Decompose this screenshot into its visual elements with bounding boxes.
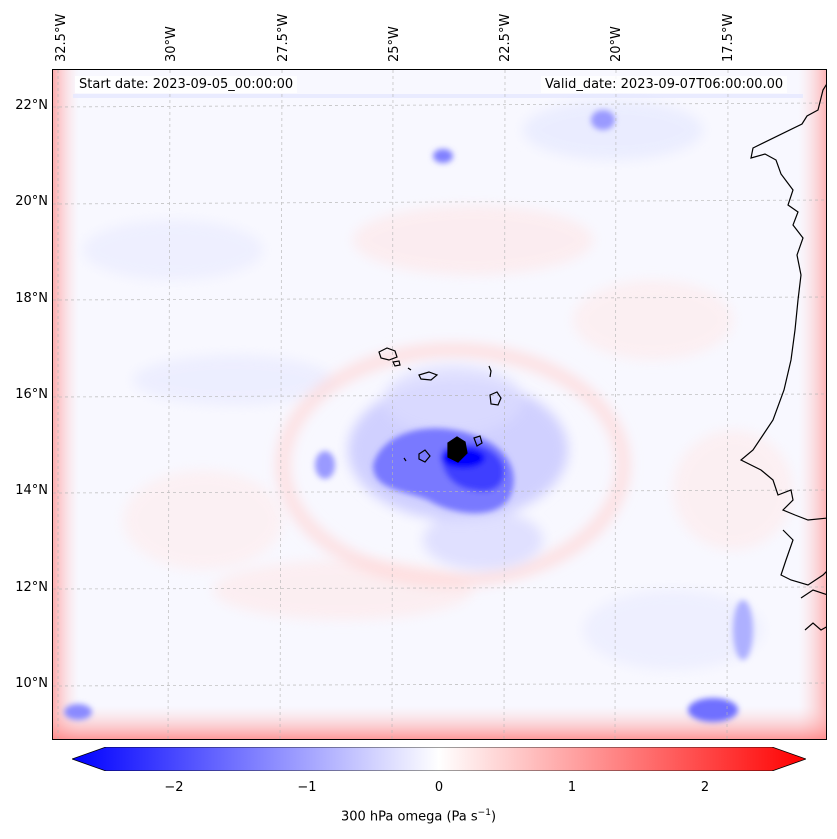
lon-label-27-5w: 27.5°W <box>276 13 291 62</box>
valid-date: Valid_date: 2023-09-07T06:00:00.00 <box>541 76 788 93</box>
lat-label-18n: 18°N <box>15 291 48 306</box>
colorbar <box>72 747 806 771</box>
omega-field <box>53 70 826 739</box>
colorbar-tick-0: 0 <box>434 780 444 795</box>
colorbar-label-exponent: −1 <box>477 808 491 818</box>
lat-label-14n: 14°N <box>15 483 48 498</box>
field-patches <box>83 100 793 670</box>
colorbar-body <box>72 747 806 771</box>
african-coastline <box>739 84 826 631</box>
lon-label-22-5w: 22.5°W <box>498 13 513 62</box>
lon-label-32-5w: 32.5°W <box>54 13 69 62</box>
lon-label-20w: 20°W <box>609 26 624 62</box>
colorbar-label-prefix: 300 hPa omega (Pa s <box>340 809 478 825</box>
boundary-west <box>53 70 79 739</box>
scattered-cells <box>64 110 753 722</box>
lat-label-12n: 12°N <box>15 580 48 595</box>
colorbar-label: 300 hPa omega (Pa s−1) <box>0 808 837 824</box>
lat-label-16n: 16°N <box>15 387 48 402</box>
omega-map <box>52 69 827 740</box>
lon-label-17-5w: 17.5°W <box>721 13 736 62</box>
boundary-east <box>798 70 826 739</box>
lon-label-30w: 30°W <box>164 26 179 62</box>
lat-label-10n: 10°N <box>15 676 48 691</box>
lon-label-25w: 25°W <box>387 26 402 62</box>
colorbar-tick-1: 1 <box>567 780 577 795</box>
storm-ring <box>276 343 630 587</box>
graticule <box>53 70 826 739</box>
cape-verde-islands <box>378 347 502 463</box>
colorbar-tick-neg2: −2 <box>164 780 184 795</box>
colorbar-tick-2: 2 <box>700 780 710 795</box>
start-date: Start date: 2023-09-05_00:00:00 <box>75 76 298 93</box>
colorbar-label-suffix: ) <box>490 809 497 825</box>
lat-label-20n: 20°N <box>15 194 48 209</box>
lat-label-22n: 22°N <box>15 98 48 113</box>
colorbar-tick-neg1: −1 <box>297 780 317 795</box>
